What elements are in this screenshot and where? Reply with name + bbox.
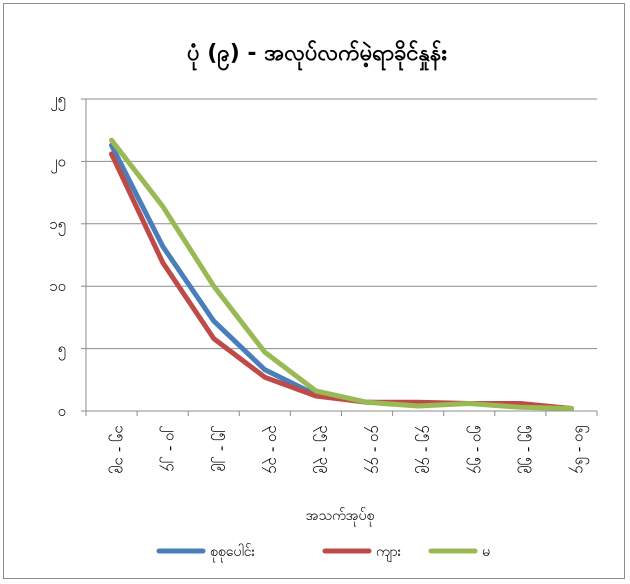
x-tick-label: ၃၅ - ၃၉ bbox=[313, 425, 334, 474]
x-tick-label: ၅၅ - ၅၉ bbox=[517, 425, 538, 474]
legend-label: ကျား bbox=[376, 544, 402, 562]
x-axis-label: အသက်အုပ်စု bbox=[306, 508, 375, 526]
x-axis-ticks: ၁၅ - ၁၉ ၂၀ - ၂၄ ၂၅ - ၂၉ ၃၀ - ၃၄ ၃၅ - ၃၉ ၄၀ - … bbox=[85, 411, 598, 474]
x-tick-label: ၅၀ - ၅၄ bbox=[466, 425, 487, 474]
legend: စုစုပေါင်း ကျား မ bbox=[156, 544, 490, 562]
y-tick-label: ၂၅ bbox=[50, 90, 66, 111]
y-tick-label: ၀ bbox=[58, 402, 66, 420]
x-tick-label: ၁၅ - ၁၉ bbox=[109, 425, 130, 474]
series-line bbox=[109, 137, 574, 411]
series-lines bbox=[109, 137, 574, 411]
legend-label: စုစုပေါင်း bbox=[210, 544, 256, 562]
x-tick-label: ၆၀ - ၆၄ bbox=[568, 425, 589, 474]
series-line bbox=[109, 142, 574, 411]
x-tick-label: ၂၅ - ၂၉ bbox=[211, 425, 232, 472]
y-axis-ticks: ၀ ၅ ၁၀ ၁၅ ၂၀ ၂၅ bbox=[49, 90, 86, 420]
x-tick-label: ၃၀ - ၃၄ bbox=[262, 425, 283, 474]
legend-label: မ bbox=[482, 544, 490, 560]
gridlines bbox=[86, 98, 597, 350]
y-tick-label: ၂၀ bbox=[50, 152, 66, 173]
y-tick-label: ၁၅ bbox=[49, 215, 66, 236]
y-tick-label: ၁၀ bbox=[49, 277, 66, 295]
chart-title: ပုံ (၉) - အလုပ်လက်မဲ့ရာခိုင်နှုန်း bbox=[187, 39, 447, 71]
x-tick-label: ၂၀ - ၂၄ bbox=[160, 425, 181, 472]
axes bbox=[85, 99, 597, 412]
series-line bbox=[109, 151, 574, 411]
y-tick-label: ၅ bbox=[58, 340, 66, 361]
x-tick-label: ၄၀ - ၄၄ bbox=[364, 425, 385, 474]
x-tick-label: ၄၅ - ၄၉ bbox=[415, 425, 436, 474]
